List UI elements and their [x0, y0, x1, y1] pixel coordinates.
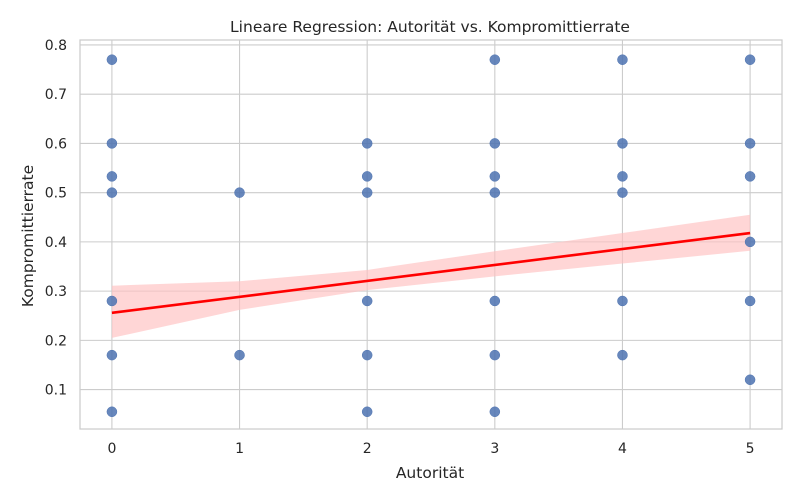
y-tick-label: 0.2	[45, 333, 67, 349]
data-point	[489, 349, 501, 361]
data-point	[489, 406, 501, 418]
data-point	[744, 171, 756, 182]
y-tick-label: 0.1	[45, 383, 67, 399]
data-point	[361, 349, 373, 361]
data-point	[106, 295, 118, 307]
data-point	[234, 349, 245, 361]
regression-line	[111, 231, 751, 315]
data-point	[617, 54, 628, 65]
data-point	[744, 236, 756, 248]
data-point	[617, 187, 628, 198]
y-tick-label: 0.3	[45, 284, 67, 300]
data-point	[106, 187, 118, 198]
data-point	[106, 54, 118, 65]
chart-title: Lineare Regression: Autorität vs. Kompro…	[230, 18, 630, 36]
data-point	[617, 295, 628, 307]
plot-frame	[79, 39, 783, 430]
data-point	[234, 187, 245, 198]
x-axis-label: Autorität	[396, 464, 464, 482]
data-point	[361, 138, 373, 149]
data-point	[744, 295, 756, 307]
x-tick-label: 3	[490, 441, 499, 457]
x-tick-labels: 0 1 2 3 4 5	[107, 441, 754, 457]
data-point	[744, 374, 756, 386]
y-tick-label: 0.6	[45, 136, 67, 152]
regression-line-group	[111, 231, 751, 315]
x-tick-label: 2	[363, 441, 372, 457]
data-point	[489, 171, 501, 182]
data-point	[106, 171, 118, 182]
data-point	[361, 187, 373, 198]
confidence-band	[111, 214, 751, 338]
data-point	[617, 138, 628, 149]
data-point	[489, 138, 501, 149]
data-point	[617, 349, 628, 361]
x-tick-label: 0	[107, 441, 116, 457]
y-tick-label: 0.5	[45, 186, 67, 202]
confidence-band-group	[111, 214, 751, 338]
scatter-points	[106, 54, 756, 418]
data-point	[489, 54, 501, 65]
x-tick-label: 1	[235, 441, 244, 457]
x-tick-label: 4	[618, 441, 627, 457]
data-point	[361, 295, 373, 307]
data-point	[489, 187, 501, 198]
y-axis-label: Kompromittierrate	[19, 165, 37, 307]
data-point	[106, 349, 118, 361]
data-point	[744, 138, 756, 149]
data-point	[617, 171, 628, 182]
data-point	[361, 171, 373, 182]
y-tick-label: 0.8	[45, 38, 67, 54]
data-point	[744, 54, 756, 65]
data-point	[106, 138, 118, 149]
y-tick-labels: 0.1 0.2 0.3 0.4 0.5 0.6 0.7 0.8	[45, 38, 67, 399]
y-tick-label: 0.4	[45, 235, 67, 251]
data-point	[489, 295, 501, 307]
data-point	[106, 406, 118, 418]
x-tick-label: 5	[746, 441, 755, 457]
y-tick-label: 0.7	[45, 87, 67, 103]
data-point	[361, 406, 373, 418]
